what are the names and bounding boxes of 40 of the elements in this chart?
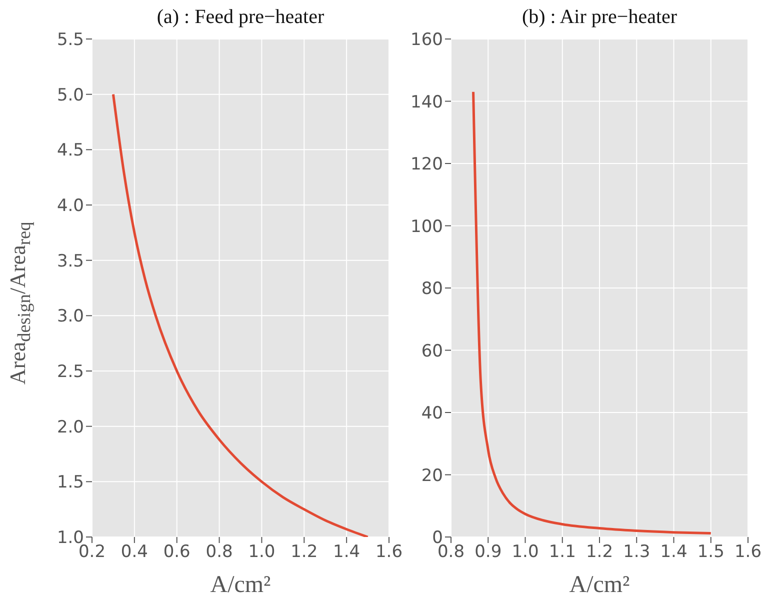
y-tick-label: 2.5 bbox=[56, 362, 84, 382]
x-axis-title: A/cm² bbox=[568, 572, 631, 599]
x-tick-label: 1.4 bbox=[660, 542, 688, 562]
y-tick-label: 2.0 bbox=[56, 417, 84, 438]
x-tick-label: 1.0 bbox=[512, 542, 539, 562]
x-tick-label: 0.2 bbox=[78, 542, 106, 562]
x-tick-label: 1.2 bbox=[586, 542, 614, 562]
x-tick-label: 0.9 bbox=[474, 542, 502, 562]
y-tick-label: 140 bbox=[410, 92, 443, 112]
y-tick-label: 40 bbox=[421, 404, 443, 424]
y-tick-label: 160 bbox=[410, 30, 443, 50]
y-tick-label: 20 bbox=[421, 466, 443, 486]
x-tick-label: 1.3 bbox=[623, 542, 650, 562]
x-axis-title: A/cm² bbox=[209, 572, 272, 599]
x-tick-label: 1.6 bbox=[375, 542, 403, 562]
y-tick-label: 5.0 bbox=[56, 85, 84, 106]
y-tick-label: 4.5 bbox=[56, 140, 84, 161]
x-tick-label: 1.4 bbox=[333, 542, 360, 562]
line-series bbox=[472, 90, 712, 535]
y-tick-label: 60 bbox=[421, 341, 443, 362]
x-tick-label: 0.8 bbox=[206, 542, 233, 562]
chart-title: (b) : Air pre−heater bbox=[520, 6, 678, 29]
y-tick-label: 3.0 bbox=[56, 306, 84, 327]
y-tick-label: 80 bbox=[421, 279, 443, 300]
x-tick-label: 1.5 bbox=[697, 542, 724, 562]
y-tick-label: 120 bbox=[410, 154, 443, 175]
y-tick-label: 100 bbox=[410, 216, 443, 237]
y-tick-label: 1.5 bbox=[56, 472, 84, 493]
y-tick-label: 3.5 bbox=[56, 251, 84, 272]
x-tick-label: 1.2 bbox=[290, 542, 318, 562]
line-series bbox=[112, 93, 370, 537]
x-tick-label: 1.1 bbox=[548, 542, 576, 562]
y-tick-label: 5.5 bbox=[56, 30, 84, 50]
x-tick-label: 0.8 bbox=[437, 542, 465, 562]
x-tick-label: 0.4 bbox=[120, 542, 148, 562]
y-tick-label: 4.0 bbox=[56, 196, 84, 216]
x-tick-label: 1.0 bbox=[248, 542, 276, 562]
x-tick-label: 0.6 bbox=[163, 542, 190, 562]
x-tick-label: 1.6 bbox=[734, 542, 762, 562]
chart-title: (a) : Feed pre−heater bbox=[156, 6, 326, 29]
